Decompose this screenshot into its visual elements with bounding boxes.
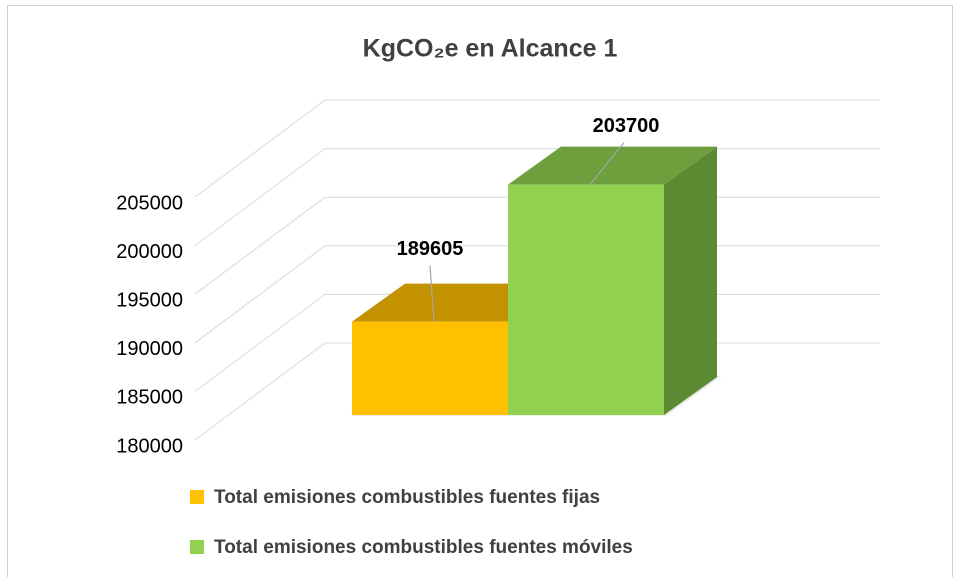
y-tick-label: 180000: [116, 435, 183, 457]
chart-title: KgCO₂e en Alcance 1: [363, 35, 618, 63]
bar: [508, 184, 664, 415]
y-tick-label: 205000: [116, 192, 183, 214]
legend-swatch: [190, 490, 204, 504]
y-tick-label: 185000: [116, 387, 183, 409]
leader-line: [589, 142, 625, 186]
bar-side: [664, 146, 717, 416]
y-tick-label: 200000: [116, 241, 183, 263]
y-tick-label: 190000: [116, 338, 183, 360]
leader-line: [429, 265, 435, 322]
data-label: 203700: [593, 115, 660, 137]
data-label: 189605: [397, 238, 464, 260]
legend-label: Total emisiones combustibles fuentes móv…: [214, 537, 633, 558]
legend-swatch: [190, 540, 204, 554]
bar-top: [508, 146, 717, 185]
bar: [352, 321, 508, 415]
grid-line: [194, 99, 880, 198]
y-tick-label: 195000: [116, 289, 183, 311]
legend-label: Total emisiones combustibles fuentes fij…: [214, 487, 600, 508]
